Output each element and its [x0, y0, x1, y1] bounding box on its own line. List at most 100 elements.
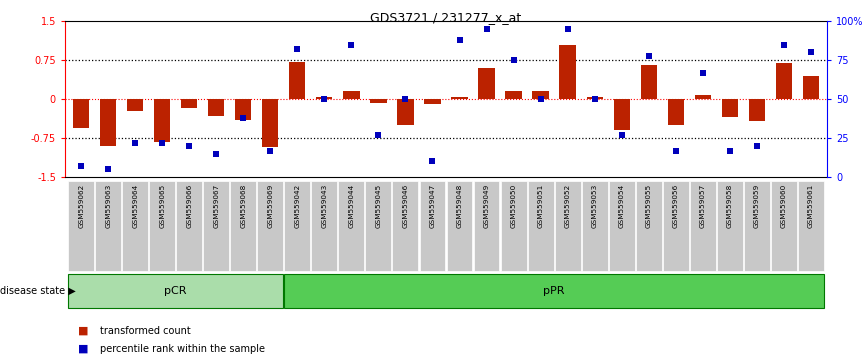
Text: GSM559042: GSM559042	[294, 184, 301, 228]
Point	[804, 50, 818, 55]
Bar	[230, 181, 256, 271]
Bar	[662, 181, 688, 271]
Bar	[257, 181, 283, 271]
Bar	[312, 181, 338, 271]
Text: GSM559051: GSM559051	[538, 184, 544, 228]
Point	[777, 42, 791, 47]
Text: ■: ■	[78, 344, 88, 354]
Point	[723, 148, 737, 153]
Point	[290, 46, 304, 52]
Bar	[73, 99, 89, 128]
Point	[74, 163, 88, 169]
Bar	[127, 99, 143, 110]
Text: GSM559062: GSM559062	[78, 184, 84, 228]
Bar	[208, 99, 224, 116]
Bar	[803, 76, 819, 99]
Text: GSM559063: GSM559063	[105, 184, 111, 228]
Bar	[744, 181, 770, 271]
Text: pPR: pPR	[543, 286, 565, 296]
Bar	[68, 181, 94, 271]
Text: GSM559048: GSM559048	[456, 184, 462, 228]
Bar	[668, 99, 684, 125]
Point	[425, 159, 439, 164]
Text: pCR: pCR	[165, 286, 187, 296]
Bar	[181, 99, 197, 108]
Text: GSM559047: GSM559047	[430, 184, 436, 228]
Bar	[559, 45, 576, 99]
Bar	[68, 274, 283, 308]
Text: GSM559069: GSM559069	[268, 184, 274, 228]
Text: GSM559068: GSM559068	[240, 184, 246, 228]
Text: ■: ■	[78, 326, 88, 336]
Text: GDS3721 / 231277_x_at: GDS3721 / 231277_x_at	[371, 11, 521, 24]
Bar	[149, 181, 175, 271]
Point	[345, 42, 359, 47]
Bar	[798, 181, 824, 271]
Bar	[100, 99, 116, 146]
Point	[533, 96, 547, 102]
Bar	[177, 181, 203, 271]
Text: GSM559059: GSM559059	[753, 184, 759, 228]
Point	[695, 70, 709, 75]
Point	[372, 132, 385, 138]
Bar	[478, 68, 494, 99]
Bar	[122, 181, 148, 271]
Bar	[95, 181, 121, 271]
Bar	[609, 181, 635, 271]
Text: GSM559052: GSM559052	[565, 184, 571, 228]
Text: GSM559061: GSM559061	[808, 184, 814, 228]
Bar	[451, 97, 468, 99]
Bar	[419, 181, 445, 271]
Point	[263, 148, 277, 153]
Text: transformed count: transformed count	[100, 326, 191, 336]
Bar	[289, 62, 306, 99]
Bar	[771, 181, 797, 271]
Point	[210, 151, 223, 156]
Text: GSM559056: GSM559056	[673, 184, 679, 228]
Text: GSM559060: GSM559060	[781, 184, 787, 228]
Bar	[365, 181, 391, 271]
Point	[398, 96, 412, 102]
Bar	[501, 181, 527, 271]
Point	[453, 37, 467, 43]
Bar	[582, 181, 608, 271]
Bar	[721, 99, 738, 117]
Point	[750, 143, 764, 149]
Point	[128, 140, 142, 145]
Bar	[316, 97, 333, 99]
Bar	[636, 181, 662, 271]
Bar	[586, 97, 603, 99]
Bar	[695, 95, 711, 99]
Text: GSM559055: GSM559055	[646, 184, 652, 228]
Bar	[613, 99, 630, 130]
Bar	[424, 99, 441, 104]
Bar	[284, 274, 824, 308]
Point	[155, 140, 169, 145]
Point	[560, 26, 574, 32]
Point	[183, 143, 197, 149]
Text: disease state ▶: disease state ▶	[0, 286, 75, 296]
Text: GSM559067: GSM559067	[213, 184, 219, 228]
Bar	[776, 63, 792, 99]
Point	[669, 148, 682, 153]
Text: GSM559054: GSM559054	[618, 184, 624, 228]
Text: percentile rank within the sample: percentile rank within the sample	[100, 344, 265, 354]
Point	[615, 132, 629, 138]
Bar	[506, 91, 521, 99]
Point	[642, 53, 656, 58]
Point	[588, 96, 602, 102]
Bar	[236, 99, 251, 120]
Text: GSM559058: GSM559058	[727, 184, 733, 228]
Point	[480, 26, 494, 32]
Bar	[527, 181, 553, 271]
Bar	[284, 181, 310, 271]
Bar	[371, 99, 386, 103]
Point	[507, 57, 520, 63]
Bar	[474, 181, 500, 271]
Text: GSM559043: GSM559043	[321, 184, 327, 228]
Point	[318, 96, 332, 102]
Bar	[339, 181, 365, 271]
Text: GSM559050: GSM559050	[511, 184, 516, 228]
Bar	[554, 181, 580, 271]
Bar	[533, 91, 549, 99]
